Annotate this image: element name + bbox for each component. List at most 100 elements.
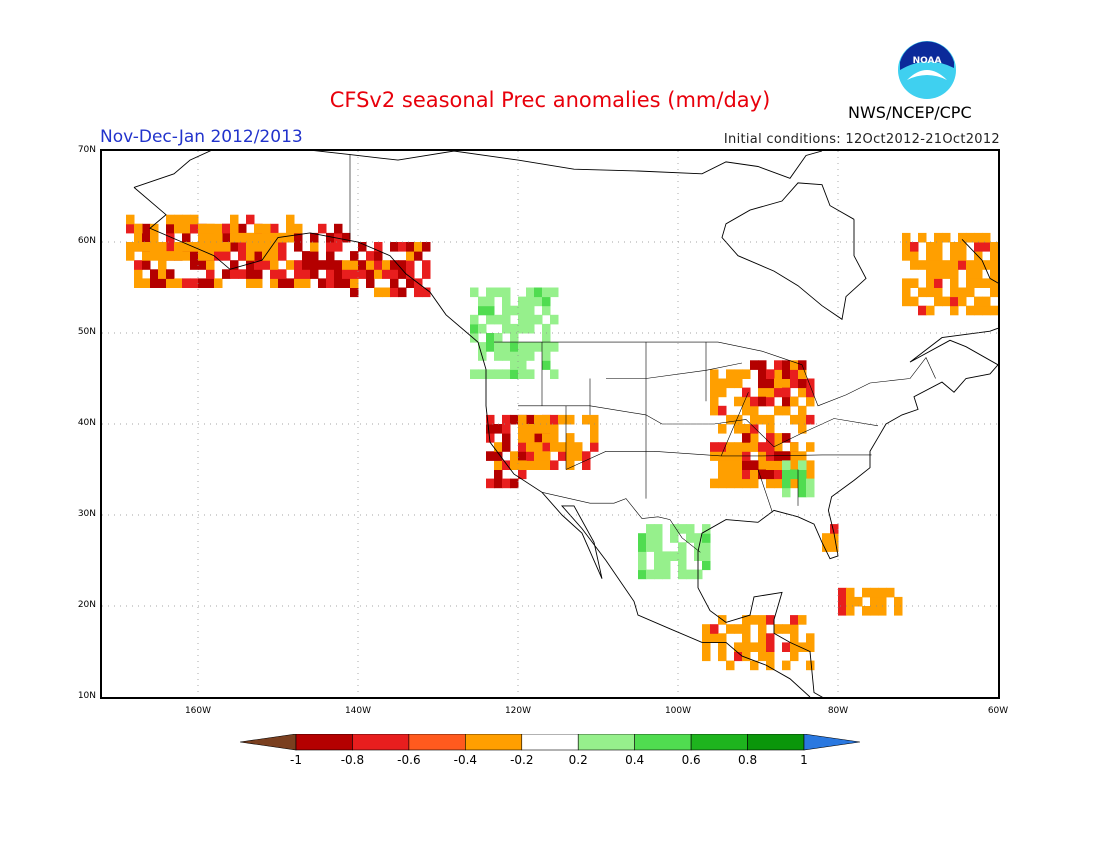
anomaly-cell [254, 269, 263, 279]
anomaly-cell [758, 387, 767, 398]
anomaly-cell [374, 269, 383, 279]
anomaly-cell [270, 223, 279, 234]
coastline-1 [697, 238, 998, 697]
anomaly-cell [942, 232, 951, 243]
anomaly-cell [902, 287, 911, 298]
anomaly-cell [654, 533, 663, 543]
anomaly-cell [902, 251, 911, 261]
anomaly-cell [278, 232, 287, 243]
anomaly-cell [710, 405, 719, 416]
anomaly-cell [374, 251, 383, 261]
anomaly-cell [206, 251, 215, 261]
anomaly-cell [822, 542, 831, 552]
anomaly-cell [526, 433, 535, 443]
anomaly-cell [526, 442, 535, 452]
anomaly-cell [798, 414, 807, 425]
anomaly-cell [230, 269, 239, 279]
anomaly-cell [758, 469, 767, 480]
lon-tick-label: 160W [184, 706, 212, 716]
anomaly-cell [534, 314, 543, 325]
anomaly-cell [830, 542, 839, 552]
anomaly-cell [262, 260, 271, 270]
anomaly-cell [982, 242, 991, 252]
anomaly-cell [166, 223, 175, 234]
anomaly-cell [518, 296, 527, 307]
anomaly-cell [718, 424, 727, 434]
anomaly-cell [870, 587, 879, 598]
anomaly-cell [646, 533, 655, 543]
anomaly-cell [774, 360, 783, 370]
anomaly-cell [510, 451, 519, 461]
colorbar-tick-label: 0.4 [625, 753, 644, 767]
anomaly-cell [790, 442, 799, 452]
anomaly-cell [502, 305, 511, 316]
anomaly-cell [470, 287, 479, 298]
anomaly-cell [550, 414, 559, 425]
anomaly-cell [542, 360, 551, 370]
anomaly-cell [342, 269, 351, 279]
anomaly-cell [734, 478, 743, 489]
lon-tick-label: 80W [827, 706, 849, 716]
anomaly-cell [974, 278, 983, 288]
anomaly-cell [254, 242, 263, 252]
anomaly-cell [494, 451, 503, 461]
anomaly-cell [654, 551, 663, 561]
anomaly-cell [350, 251, 359, 261]
anomaly-cell [886, 587, 895, 598]
anomaly-cell [766, 651, 775, 662]
anomaly-region-central-america [702, 615, 815, 671]
anomaly-cell [750, 360, 759, 370]
anomaly-cell [758, 642, 767, 652]
colorbar-tick-label: -0.6 [397, 753, 420, 767]
anomaly-cell [254, 232, 263, 243]
anomaly-cell [166, 269, 175, 279]
anomaly-cell [806, 396, 815, 407]
anomaly-cell [486, 478, 495, 489]
anomaly-cell [726, 369, 735, 379]
anomaly-cell [382, 287, 391, 298]
anomaly-cell [526, 414, 535, 425]
anomaly-cell [486, 287, 495, 298]
border-line-1 [541, 492, 701, 553]
anomaly-cell [750, 396, 759, 407]
anomaly-cell [798, 642, 807, 652]
anomaly-cell [926, 242, 935, 252]
anomaly-cell [742, 405, 751, 416]
anomaly-cell [758, 414, 767, 425]
anomaly-cell [534, 342, 543, 352]
anomaly-cell [398, 287, 407, 298]
colorbar-segment [577, 734, 635, 751]
anomaly-cell [518, 451, 527, 461]
anomaly-cell [278, 251, 287, 261]
anomaly-cell [958, 287, 967, 298]
anomaly-cell [782, 396, 791, 407]
anomaly-cell [654, 560, 663, 571]
anomaly-cell [166, 214, 175, 225]
anomaly-cell [302, 260, 311, 270]
anomaly-cell [486, 342, 495, 352]
anomaly-cell [894, 606, 903, 616]
anomaly-cell [654, 542, 663, 552]
anomaly-cell [950, 251, 959, 261]
anomaly-region-alaska-west-orange [126, 214, 295, 261]
anomaly-cell [742, 396, 751, 407]
anomaly-cell [510, 305, 519, 316]
anomaly-cell [486, 305, 495, 316]
anomaly-cell [502, 433, 511, 443]
anomaly-cell [910, 296, 919, 307]
border-line-3 [518, 405, 879, 448]
anomaly-cell [486, 451, 495, 461]
anomaly-cell [790, 642, 799, 652]
anomaly-cell [166, 242, 175, 252]
anomaly-cell [766, 478, 775, 489]
anomaly-cell [182, 214, 191, 225]
anomaly-cell [494, 314, 503, 325]
anomaly-cell [326, 278, 335, 288]
anomaly-cell [502, 314, 511, 325]
anomaly-cell [174, 223, 183, 234]
anomaly-cell [494, 333, 503, 343]
anomaly-cell [390, 260, 399, 270]
anomaly-cell [774, 624, 783, 634]
anomaly-cell [334, 269, 343, 279]
anomaly-cell [366, 269, 375, 279]
